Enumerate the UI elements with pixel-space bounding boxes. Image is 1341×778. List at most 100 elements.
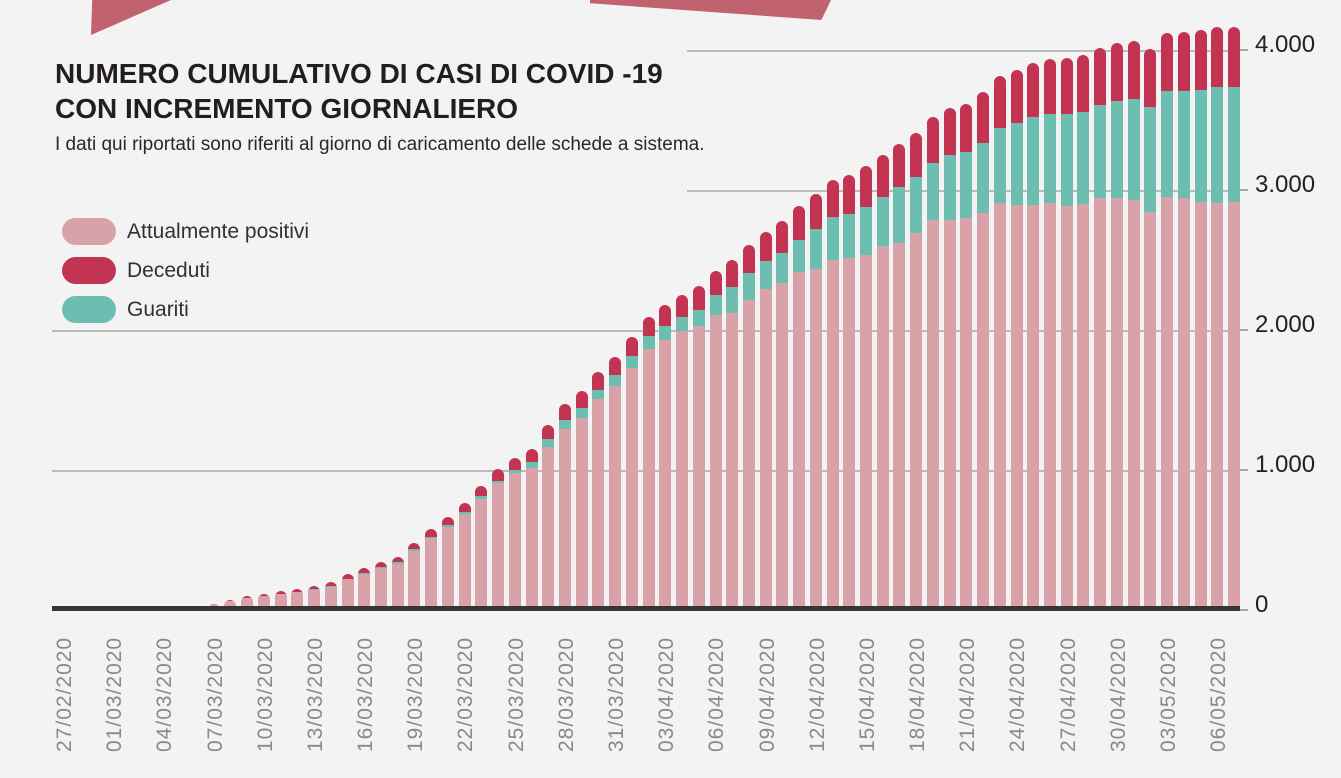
stacked-bar-25-03-2020	[508, 457, 521, 610]
stacked-bar-08-03-2020	[224, 600, 237, 610]
segment-attualmente-positivi	[558, 428, 571, 610]
segment-guariti	[776, 252, 789, 283]
segment-attualmente-positivi	[1194, 202, 1207, 610]
segment-guariti	[575, 407, 588, 418]
segment-deceduti	[793, 206, 806, 240]
segment-deceduti	[893, 143, 906, 187]
segment-guariti	[910, 176, 923, 234]
segment-guariti	[425, 536, 438, 539]
segment-deceduti	[241, 595, 254, 598]
segment-deceduti	[1177, 32, 1190, 92]
segment-deceduti	[1144, 49, 1157, 108]
x-tick-label-07-03-2020: 07/03/2020	[203, 636, 227, 752]
segment-guariti	[1144, 107, 1157, 213]
stacked-bar-04-04-2020	[676, 295, 689, 610]
segment-deceduti	[1228, 26, 1240, 87]
segment-deceduti	[742, 244, 755, 273]
segment-attualmente-positivi	[1010, 204, 1023, 610]
segment-attualmente-positivi	[224, 601, 237, 610]
segment-guariti	[676, 316, 689, 332]
segment-guariti	[1177, 91, 1190, 198]
segment-attualmente-positivi	[575, 417, 588, 610]
segment-guariti	[809, 229, 822, 270]
y-tick-label-2000: 2.000	[1255, 311, 1316, 338]
segment-attualmente-positivi	[408, 550, 421, 610]
stacked-bar-11-04-2020	[793, 206, 806, 610]
stacked-bar-09-04-2020	[759, 232, 772, 610]
segment-deceduti	[257, 593, 270, 596]
stacked-bar-18-04-2020	[910, 132, 923, 610]
segment-deceduti	[676, 295, 689, 317]
segment-attualmente-positivi	[341, 579, 354, 610]
segment-guariti	[943, 155, 956, 220]
segment-guariti	[475, 496, 488, 499]
stacked-bar-05-04-2020	[692, 286, 705, 610]
segment-deceduti	[625, 337, 638, 356]
segment-guariti	[324, 586, 337, 587]
segment-guariti	[1194, 89, 1207, 203]
segment-attualmente-positivi	[1127, 199, 1140, 610]
segment-attualmente-positivi	[809, 269, 822, 610]
y-tick-mark	[1240, 469, 1248, 471]
stacked-bar-02-04-2020	[642, 316, 655, 610]
stacked-bar-18-03-2020	[391, 556, 404, 610]
y-tick-label-0: 0	[1255, 591, 1269, 618]
stacked-bar-25-04-2020	[1027, 62, 1040, 610]
segment-deceduti	[1010, 70, 1023, 124]
segment-guariti	[492, 480, 505, 484]
stacked-bar-27-04-2020	[1060, 58, 1073, 610]
segment-attualmente-positivi	[508, 473, 521, 610]
stacked-bar-28-03-2020	[558, 404, 571, 610]
y-tick-mark	[1240, 189, 1248, 191]
stacked-bar-17-04-2020	[893, 143, 906, 610]
stacked-bar-03-04-2020	[659, 304, 672, 610]
segment-attualmente-positivi	[642, 349, 655, 610]
stacked-bar-22-03-2020	[458, 503, 471, 610]
segment-deceduti	[508, 457, 521, 471]
stacked-bar-06-04-2020	[709, 270, 722, 610]
segment-deceduti	[391, 556, 404, 563]
page-title-line1: NUMERO CUMULATIVO DI CASI DI COVID -19	[55, 58, 663, 89]
segment-attualmente-positivi	[525, 468, 538, 610]
segment-deceduti	[1211, 27, 1224, 88]
stacked-bar-02-05-2020	[1144, 49, 1157, 610]
y-tick-label-3000: 3.000	[1255, 171, 1316, 198]
segment-guariti	[592, 389, 605, 400]
stacked-bar-07-04-2020	[726, 260, 739, 610]
segment-deceduti	[425, 529, 438, 537]
segment-guariti	[977, 142, 990, 213]
segment-attualmente-positivi	[1211, 203, 1224, 610]
segment-deceduti	[1161, 32, 1174, 92]
segment-attualmente-positivi	[1077, 203, 1090, 610]
segment-guariti	[609, 375, 622, 386]
segment-attualmente-positivi	[943, 219, 956, 610]
segment-guariti	[893, 186, 906, 243]
x-tick-label-27-02-2020: 27/02/2020	[53, 636, 76, 752]
segment-guariti	[759, 261, 772, 290]
legend-swatch	[62, 218, 116, 245]
segment-deceduti	[609, 357, 622, 376]
stacked-bar-05-05-2020	[1194, 30, 1207, 610]
segment-attualmente-positivi	[609, 385, 622, 610]
segment-deceduti	[709, 270, 722, 295]
segment-guariti	[826, 216, 839, 260]
segment-deceduti	[358, 568, 371, 573]
stacked-bar-08-04-2020	[742, 244, 755, 610]
segment-attualmente-positivi	[425, 538, 438, 610]
segment-deceduti	[960, 104, 973, 153]
segment-guariti	[525, 462, 538, 469]
segment-attualmente-positivi	[441, 527, 454, 610]
segment-attualmente-positivi	[860, 254, 873, 610]
stacked-bar-20-03-2020	[425, 529, 438, 610]
segment-deceduti	[943, 108, 956, 155]
segment-deceduti	[374, 561, 387, 567]
segment-deceduti	[809, 194, 822, 230]
segment-deceduti	[558, 404, 571, 421]
segment-attualmente-positivi	[241, 598, 254, 610]
x-tick-label-03-05-2020: 03/05/2020	[1156, 636, 1180, 752]
y-tick-mark	[1240, 329, 1248, 331]
stacked-bar-15-04-2020	[860, 166, 873, 610]
segment-guariti	[441, 525, 454, 528]
segment-attualmente-positivi	[977, 212, 990, 610]
